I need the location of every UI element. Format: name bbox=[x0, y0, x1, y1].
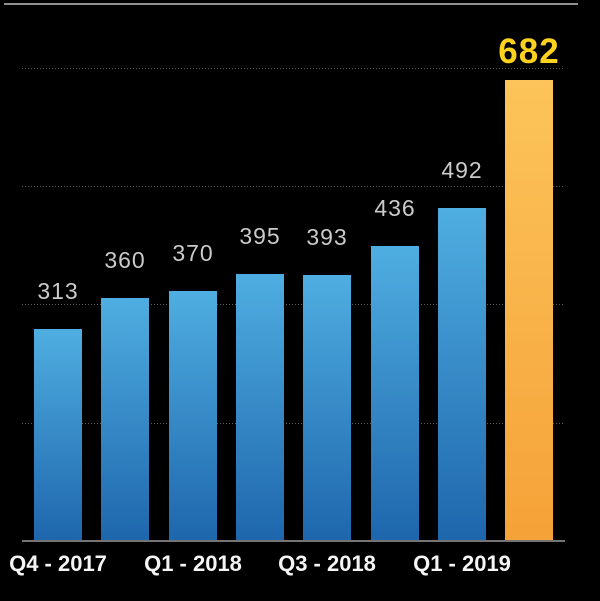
bar-value-label: 360 bbox=[104, 247, 146, 273]
x-axis-baseline bbox=[22, 540, 565, 542]
bar-value-label: 370 bbox=[172, 240, 214, 266]
bar-value-label: 492 bbox=[441, 157, 483, 183]
bar-value-label: 436 bbox=[374, 195, 416, 221]
bar-value-label: 313 bbox=[37, 278, 79, 304]
bar-value-label: 395 bbox=[239, 223, 281, 249]
x-axis-tick-label: Q1 - 2019 bbox=[413, 551, 511, 576]
bar bbox=[101, 298, 149, 541]
x-axis-tick-label: Q4 - 2017 bbox=[9, 551, 107, 576]
gridline bbox=[22, 423, 563, 424]
bar-value-label: 393 bbox=[306, 224, 348, 250]
highlighted-bar-value-label: 682 bbox=[498, 32, 560, 71]
x-axis-tick-label: Q3 - 2018 bbox=[278, 551, 376, 576]
bar bbox=[169, 291, 217, 541]
gridline bbox=[22, 304, 563, 305]
chart-top-border-line bbox=[4, 3, 578, 5]
bar bbox=[303, 275, 351, 541]
bar bbox=[371, 246, 419, 541]
x-axis-tick-label: Q1 - 2018 bbox=[144, 551, 242, 576]
highlighted-bar bbox=[505, 80, 553, 541]
gridline bbox=[22, 68, 563, 69]
bar bbox=[236, 274, 284, 541]
bar bbox=[34, 329, 82, 541]
gridline bbox=[22, 186, 563, 187]
bar bbox=[438, 208, 486, 541]
